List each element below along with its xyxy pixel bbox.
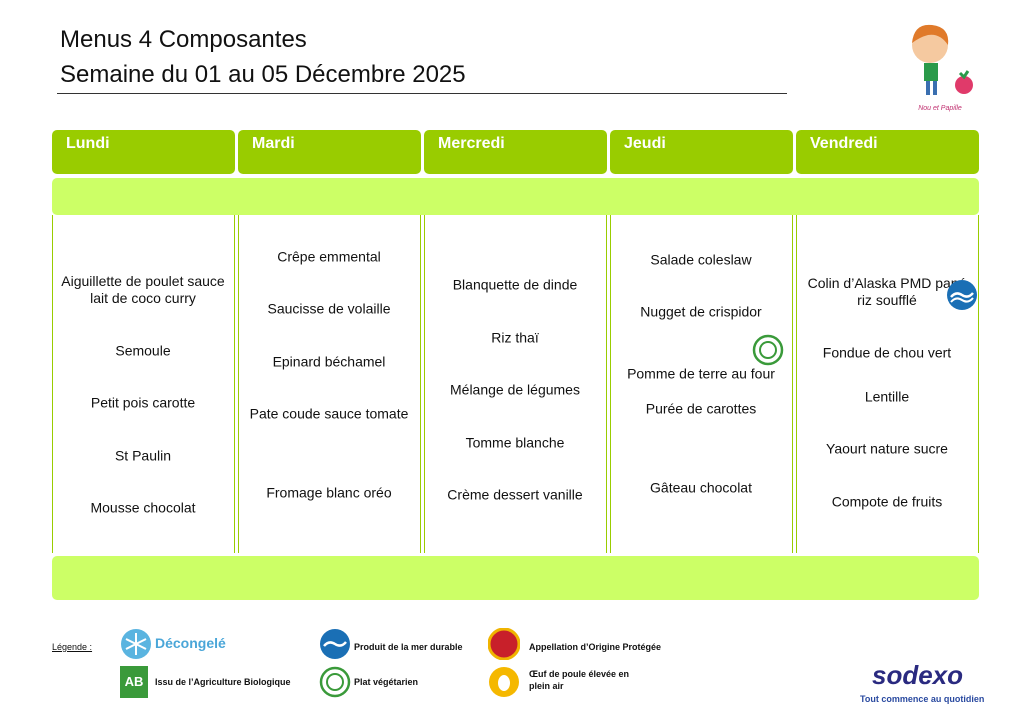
menu-item: Lentille: [864, 388, 910, 405]
mascot-caption: Nou et Papille: [918, 105, 962, 112]
menu-item: Purée de carottes: [645, 400, 757, 417]
menu-item: Mousse chocolat: [90, 499, 196, 516]
menu-item: Pomme de terre au four: [627, 365, 775, 382]
menu-item: Blanquette de dinde: [452, 276, 578, 293]
menu-item: Compote de fruits: [831, 493, 943, 510]
day-column: [52, 215, 235, 553]
day-column: [424, 215, 607, 553]
menu-item: Nugget de crispidor: [640, 303, 762, 320]
legend-item: Décongelé: [155, 635, 226, 651]
day-column: [796, 215, 979, 553]
legend-item: Plat végétarien: [354, 677, 419, 687]
icon-veg: [752, 334, 784, 366]
day-header: Jeudi: [610, 130, 793, 174]
icon-sea: [320, 629, 350, 659]
rule: [57, 93, 787, 94]
menu-item: Yaourt nature sucre: [826, 440, 948, 457]
legend-title: Légende :: [52, 642, 93, 652]
menu-item: Aiguillette de poulet sauce lait de coco…: [61, 273, 225, 306]
band-top: [52, 178, 979, 215]
subtitle: Semaine du 01 au 05 Décembre 2025: [60, 61, 466, 88]
menu-item: Colin d’Alaska PMD pané riz soufflé: [807, 275, 967, 308]
title: Menus 4 Composantes: [60, 26, 307, 53]
icon-aop: [488, 628, 520, 660]
icon-frozen: [121, 629, 151, 659]
menu-item: Saucisse de volaille: [267, 300, 391, 317]
legend-item: Produit de la mer durable: [354, 642, 463, 652]
day-header: Mercredi: [424, 130, 607, 174]
legend-item: Appellation d’Origine Protégée: [529, 642, 662, 652]
band-bottom: [52, 556, 979, 600]
menu-item: Gâteau chocolat: [650, 479, 752, 496]
menu-item: Mélange de légumes: [450, 381, 580, 398]
day-column: [610, 215, 793, 553]
menu-item: Salade coleslaw: [650, 251, 752, 268]
day-header: Vendredi: [796, 130, 979, 174]
svg-text:AB: AB: [125, 674, 144, 689]
menu-item: Fondue de chou vert: [822, 344, 952, 361]
day-header: Mardi: [238, 130, 421, 174]
menu-item: Fromage blanc oréo: [266, 484, 392, 501]
menu-item: Tomme blanche: [465, 434, 565, 451]
menu-item: St Paulin: [114, 447, 172, 464]
menu-item: Crème dessert vanille: [447, 486, 583, 503]
menu-item: Semoule: [115, 342, 171, 359]
icon-egg: [489, 667, 519, 697]
mascot: Nou et Papille: [912, 24, 973, 112]
icon-sea: [947, 280, 977, 310]
day-header: Lundi: [52, 130, 235, 174]
icon-bio: AB: [120, 666, 148, 698]
brand: sodexo: [872, 660, 964, 690]
tagline: Tout commence au quotidien: [860, 694, 985, 704]
menu-item: Pate coude sauce tomate: [249, 405, 409, 422]
legend-item: Issu de l’Agriculture Biologique: [155, 677, 291, 687]
legend-item: Œuf de poule élevée en plein air: [529, 669, 630, 691]
icon-veg: [319, 666, 351, 698]
menu-item: Crêpe emmental: [277, 248, 381, 265]
menu-item: Petit pois carotte: [90, 394, 196, 411]
day-column: [238, 215, 421, 553]
menu-item: Riz thaï: [491, 329, 539, 346]
menu-item: Epinard béchamel: [272, 353, 386, 370]
